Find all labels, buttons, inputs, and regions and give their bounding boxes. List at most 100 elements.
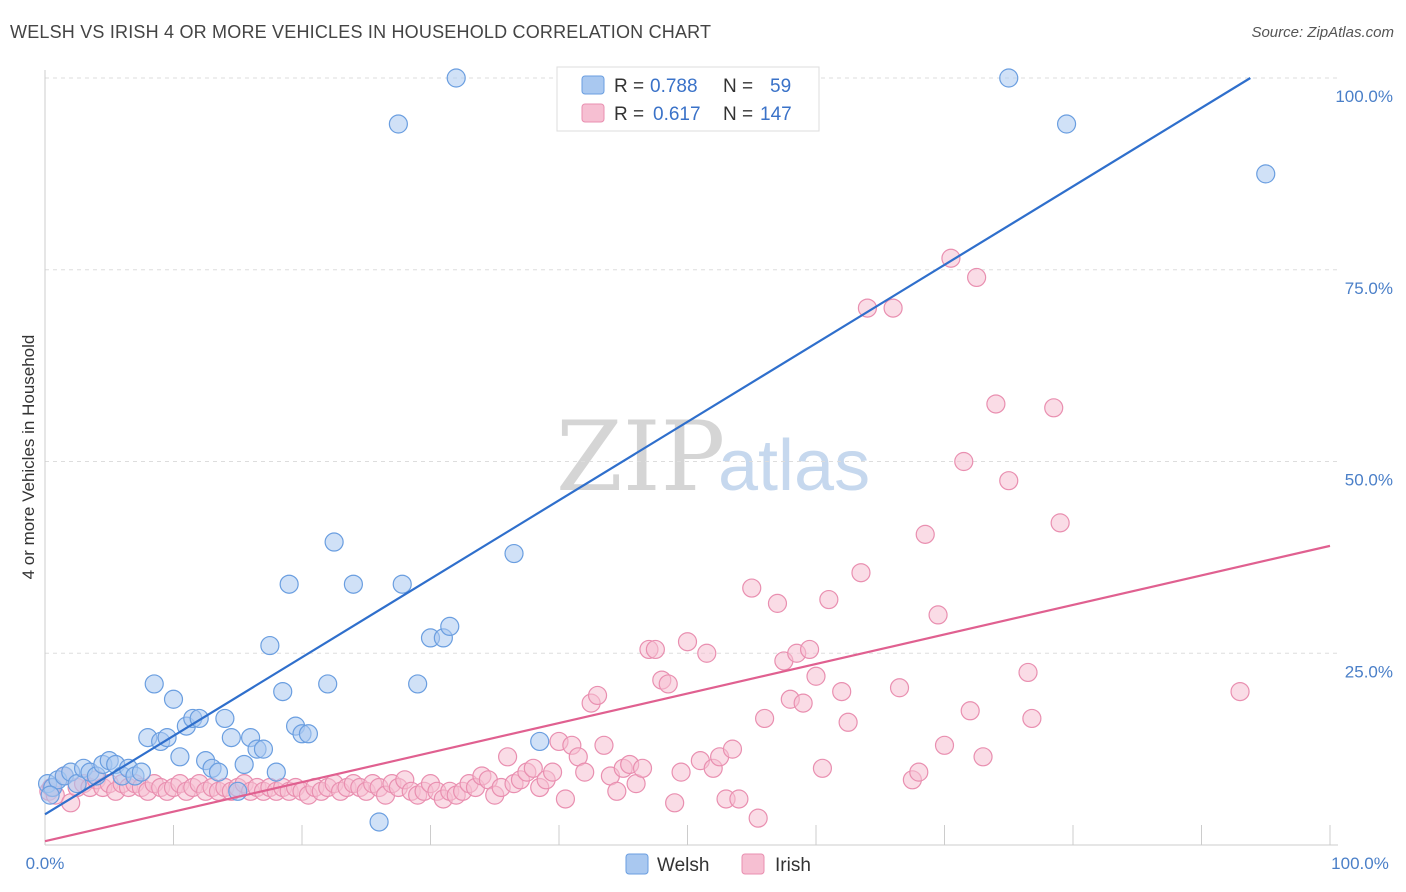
welsh-point-48 xyxy=(408,674,428,694)
legend-welsh-r-value: 0.788 xyxy=(650,76,698,97)
watermark: ZIP atlas xyxy=(556,401,870,513)
irish-point-135 xyxy=(986,394,1006,414)
welsh-point-58 xyxy=(40,785,60,805)
y-tick-label-1: 50.0% xyxy=(1345,471,1393,490)
legend-swatch-irish xyxy=(581,103,605,123)
irish-point-140 xyxy=(1050,513,1070,533)
irish-point-96 xyxy=(658,674,678,694)
irish-point-105 xyxy=(722,739,743,759)
irish-point-83 xyxy=(575,762,595,782)
legend-irish-r-value: 0.617 xyxy=(653,104,701,125)
welsh-point-36 xyxy=(266,762,286,782)
irish-point-78 xyxy=(542,762,563,782)
irish-point-122 xyxy=(857,298,878,318)
bottom-legend-swatch-welsh xyxy=(625,853,649,875)
legend-irish-n-label: N = xyxy=(723,104,753,125)
welsh-point-43 xyxy=(324,532,344,552)
welsh-point-46 xyxy=(388,114,408,134)
irish-point-139 xyxy=(1044,398,1064,418)
irish-point-109 xyxy=(754,708,775,729)
welsh-point-28 xyxy=(215,708,235,729)
irish-point-132 xyxy=(960,701,980,721)
irish-point-128 xyxy=(928,605,948,625)
bottom-legend-swatch-irish xyxy=(741,853,765,875)
legend-irish-r-label: R = xyxy=(614,104,644,125)
irish-point-75 xyxy=(523,758,543,778)
welsh-point-38 xyxy=(279,574,299,594)
bottom-legend-welsh: Welsh xyxy=(657,855,709,876)
welsh-point-41 xyxy=(298,724,319,744)
legend-welsh-n-value: 59 xyxy=(770,76,791,97)
welsh-point-27 xyxy=(208,762,229,782)
irish-point-115 xyxy=(799,639,820,660)
irish-point-114 xyxy=(793,693,813,713)
irish-point-123 xyxy=(883,298,903,318)
irish-point-117 xyxy=(812,758,833,778)
irish-point-108 xyxy=(748,808,768,828)
welsh-point-35 xyxy=(260,635,280,656)
x-tick-label-max: 100.0% xyxy=(1331,854,1389,873)
irish-point-119 xyxy=(832,681,852,702)
irish-point-99 xyxy=(677,632,698,652)
irish-point-137 xyxy=(1018,662,1038,683)
welsh-point-42 xyxy=(318,674,338,694)
irish-point-134 xyxy=(973,747,993,767)
welsh-point-57 xyxy=(1256,164,1276,184)
irish-point-138 xyxy=(1022,708,1042,729)
irish-point-126 xyxy=(909,762,929,782)
irish-point-94 xyxy=(645,639,665,660)
source-label: Source: ZipAtlas.com xyxy=(1251,24,1394,41)
irish-point-107 xyxy=(742,578,762,598)
welsh-point-52 xyxy=(446,68,466,88)
x-tick-label-min: 0.0% xyxy=(26,854,65,873)
welsh-point-54 xyxy=(530,731,550,752)
irish-point-86 xyxy=(594,735,614,755)
welsh-point-17 xyxy=(144,674,164,694)
irish-point-129 xyxy=(934,735,955,755)
y-axis-label: 4 or more Vehicles in Household xyxy=(19,335,38,580)
legend-irish-n-value: 147 xyxy=(760,104,792,125)
welsh-point-31 xyxy=(234,754,254,775)
y-axis-tick-labels: 25.0% 50.0% 75.0% 100.0% xyxy=(1335,87,1393,681)
irish-series xyxy=(39,248,1250,828)
legend-swatch-welsh xyxy=(581,75,605,95)
legend-welsh-r-label: R = xyxy=(614,76,644,97)
irish-point-80 xyxy=(555,789,576,809)
irish-point-118 xyxy=(819,589,839,610)
irish-point-85 xyxy=(587,685,608,706)
irish-point-121 xyxy=(851,563,871,583)
welsh-point-45 xyxy=(369,812,389,832)
y-tick-label-0: 25.0% xyxy=(1345,662,1393,681)
irish-point-131 xyxy=(954,451,974,472)
irish-point-133 xyxy=(967,267,987,288)
irish-point-97 xyxy=(665,793,685,813)
irish-trendline xyxy=(44,544,1331,843)
welsh-point-15 xyxy=(131,762,151,782)
top-legend: R = 0.788 N = 59 R = 0.617 N = 147 xyxy=(556,66,820,132)
bottom-legend: Welsh Irish xyxy=(625,853,811,876)
irish-point-110 xyxy=(767,593,788,613)
chart-title: WELSH VS IRISH 4 OR MORE VEHICLES IN HOU… xyxy=(10,22,712,42)
welsh-point-47 xyxy=(392,574,412,594)
irish-point-127 xyxy=(915,524,935,544)
welsh-point-21 xyxy=(170,747,190,767)
irish-point-98 xyxy=(671,762,691,782)
welsh-point-53 xyxy=(504,543,524,564)
irish-point-136 xyxy=(999,471,1019,491)
legend-welsh-n-label: N = xyxy=(723,76,753,97)
y-tick-label-2: 75.0% xyxy=(1345,279,1393,298)
irish-point-71 xyxy=(498,747,518,767)
welsh-point-44 xyxy=(343,574,363,594)
irish-point-141 xyxy=(1230,681,1250,702)
welsh-point-55 xyxy=(999,68,1019,88)
gridlines xyxy=(45,77,1338,654)
bottom-legend-irish: Irish xyxy=(775,855,811,876)
watermark-atlas: atlas xyxy=(718,426,870,506)
irish-point-92 xyxy=(632,758,653,778)
welsh-point-37 xyxy=(273,681,293,702)
welsh-point-56 xyxy=(1056,114,1077,134)
irish-point-124 xyxy=(889,678,910,698)
welsh-point-20 xyxy=(163,689,184,709)
welsh-point-51 xyxy=(440,616,460,637)
